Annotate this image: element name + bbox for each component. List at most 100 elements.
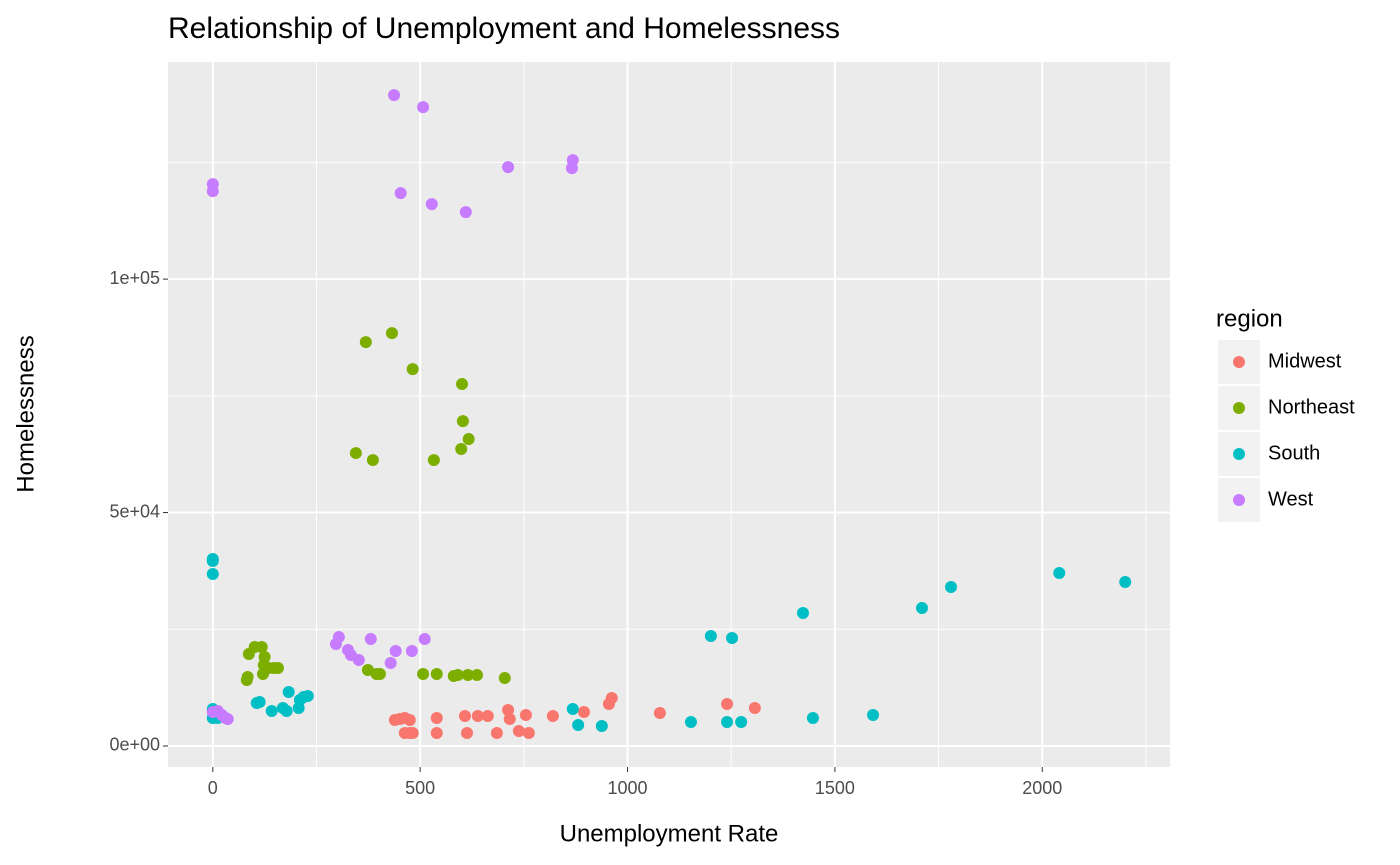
data-point: [349, 447, 362, 460]
data-point: [461, 727, 474, 740]
plot-panel: [168, 62, 1170, 767]
legend-marker: [1233, 402, 1245, 414]
data-point: [1053, 567, 1066, 580]
chart-title: Relationship of Unemployment and Homeles…: [168, 12, 840, 45]
x-tick-label: 500: [405, 778, 435, 798]
data-point: [253, 696, 266, 709]
data-point: [461, 669, 474, 682]
data-point: [456, 378, 469, 391]
data-point: [417, 101, 430, 114]
data-point: [240, 674, 253, 687]
data-point: [271, 662, 284, 675]
data-point: [430, 711, 443, 724]
data-point: [301, 689, 314, 702]
legend-label: Midwest: [1268, 350, 1342, 372]
data-point: [206, 568, 219, 581]
data-point: [684, 715, 697, 728]
data-point: [206, 185, 219, 198]
data-point: [265, 705, 278, 718]
data-point: [388, 89, 401, 102]
data-point: [455, 443, 468, 456]
data-point: [704, 630, 717, 643]
data-point: [459, 206, 472, 219]
data-point: [280, 705, 293, 718]
data-point: [721, 698, 734, 711]
data-point: [366, 454, 379, 467]
x-tick-label: 0: [208, 778, 218, 798]
data-point: [498, 672, 511, 685]
legend-label: South: [1268, 442, 1320, 464]
y-tick-label: 5e+04: [109, 501, 160, 521]
data-point: [332, 631, 345, 644]
data-point: [595, 720, 608, 733]
data-point: [566, 703, 579, 716]
data-point: [490, 727, 503, 740]
data-point: [456, 415, 469, 428]
x-axis-title: Unemployment Rate: [560, 820, 779, 847]
data-point: [451, 669, 464, 682]
data-point: [565, 162, 578, 175]
data-point: [206, 555, 219, 568]
data-point: [796, 607, 809, 620]
data-point: [503, 713, 516, 726]
data-point: [384, 657, 397, 670]
data-point: [502, 703, 515, 716]
data-point: [462, 433, 475, 446]
data-point: [427, 454, 440, 467]
data-point: [572, 718, 585, 731]
legend-title: region: [1216, 305, 1283, 332]
data-point: [522, 727, 535, 740]
data-point: [512, 725, 525, 738]
data-point: [406, 363, 419, 376]
data-point: [577, 706, 590, 719]
data-point: [403, 727, 416, 740]
data-point: [1119, 576, 1132, 589]
legend-label: West: [1268, 488, 1314, 510]
data-point: [430, 667, 443, 680]
data-point: [502, 161, 515, 174]
data-point: [735, 715, 748, 728]
data-point: [653, 706, 666, 719]
data-point: [546, 710, 559, 723]
data-point: [405, 645, 418, 658]
data-point: [418, 633, 431, 646]
x-tick-label: 1500: [815, 778, 855, 798]
data-point: [364, 633, 377, 646]
data-point: [255, 641, 268, 654]
legend-label: Northeast: [1268, 396, 1355, 418]
data-point: [394, 187, 407, 200]
legend-marker: [1233, 356, 1245, 368]
data-point: [806, 711, 819, 724]
data-point: [915, 602, 928, 615]
y-axis-title: Homelessness: [12, 335, 39, 492]
data-point: [389, 645, 402, 658]
legend-marker: [1233, 494, 1245, 506]
legend-marker: [1233, 448, 1245, 460]
x-tick-label: 2000: [1022, 778, 1062, 798]
y-tick-label: 1e+05: [109, 268, 160, 288]
data-point: [425, 198, 438, 211]
data-point: [206, 706, 219, 719]
data-point: [352, 653, 365, 666]
data-point: [458, 710, 471, 723]
data-point: [359, 336, 372, 349]
data-point: [721, 715, 734, 728]
y-tick-label: 0e+00: [109, 735, 160, 755]
x-tick-label: 1000: [608, 778, 648, 798]
data-point: [726, 631, 739, 644]
data-point: [470, 669, 483, 682]
data-point: [481, 710, 494, 723]
data-point: [403, 713, 416, 726]
data-point: [748, 701, 761, 714]
data-point: [471, 710, 484, 723]
data-point: [385, 327, 398, 340]
data-point: [373, 667, 386, 680]
data-point: [605, 691, 618, 704]
data-point: [430, 727, 443, 740]
data-point: [945, 581, 958, 594]
data-point: [417, 667, 430, 680]
data-point: [867, 708, 880, 721]
data-point: [519, 708, 532, 721]
